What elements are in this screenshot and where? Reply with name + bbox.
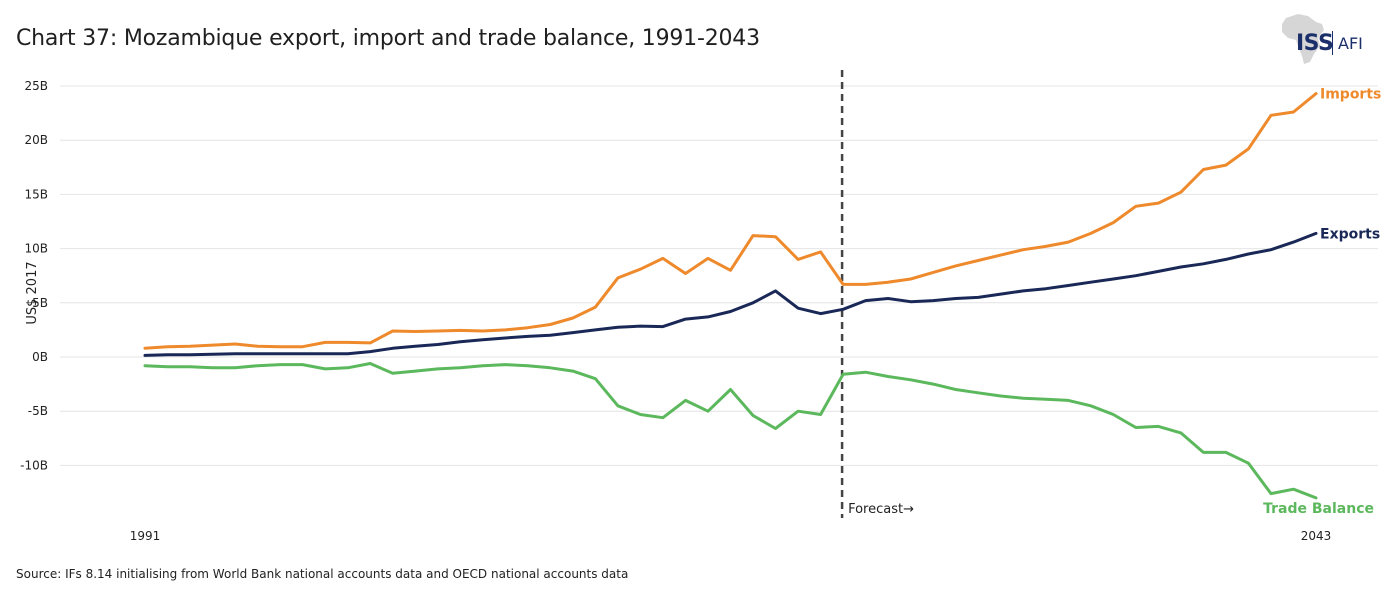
series-labels: Imports Exports Trade Balance (1263, 87, 1381, 517)
y-tick-label: 5B (32, 296, 48, 310)
africa-map-icon (1282, 14, 1324, 64)
y-tick-label: -5B (28, 404, 48, 418)
exports-line (143, 231, 1318, 357)
forecast-label: Forecast→ (848, 502, 914, 517)
chart-title: Chart 37: Mozambique export, import and … (16, 26, 760, 51)
y-tick-label: 25B (24, 79, 48, 93)
imports-line (143, 92, 1318, 350)
trade-balance-label: Trade Balance (1263, 501, 1374, 517)
imports-label: Imports (1320, 87, 1381, 103)
y-tick-label: -10B (20, 458, 48, 472)
logo-afi-text: AFI (1338, 34, 1363, 53)
y-tick-label: 10B (24, 242, 48, 256)
grid-lines (60, 85, 1378, 466)
exports-label: Exports (1320, 226, 1380, 242)
logo-iss-text: ISS (1296, 31, 1334, 56)
y-tick-label: 20B (24, 133, 48, 147)
trade-balance-line (143, 362, 1318, 500)
x-tick-label: 2043 (1301, 529, 1332, 543)
y-axis-label: US$ 2017 (25, 261, 40, 324)
x-tick-label: 1991 (130, 529, 161, 543)
y-axis-ticks: 25B 20B 15B 10B 5B 0B -5B -10B (20, 79, 48, 472)
y-tick-label: 0B (32, 350, 48, 364)
y-tick-label: 15B (24, 187, 48, 201)
iss-afi-logo: ISS AFI (1278, 12, 1373, 67)
x-axis-ticks: 1991 2043 (130, 529, 1332, 543)
logo-divider (1332, 31, 1333, 55)
series-lines (143, 92, 1318, 500)
source-note: Source: IFs 8.14 initialising from World… (16, 567, 629, 581)
